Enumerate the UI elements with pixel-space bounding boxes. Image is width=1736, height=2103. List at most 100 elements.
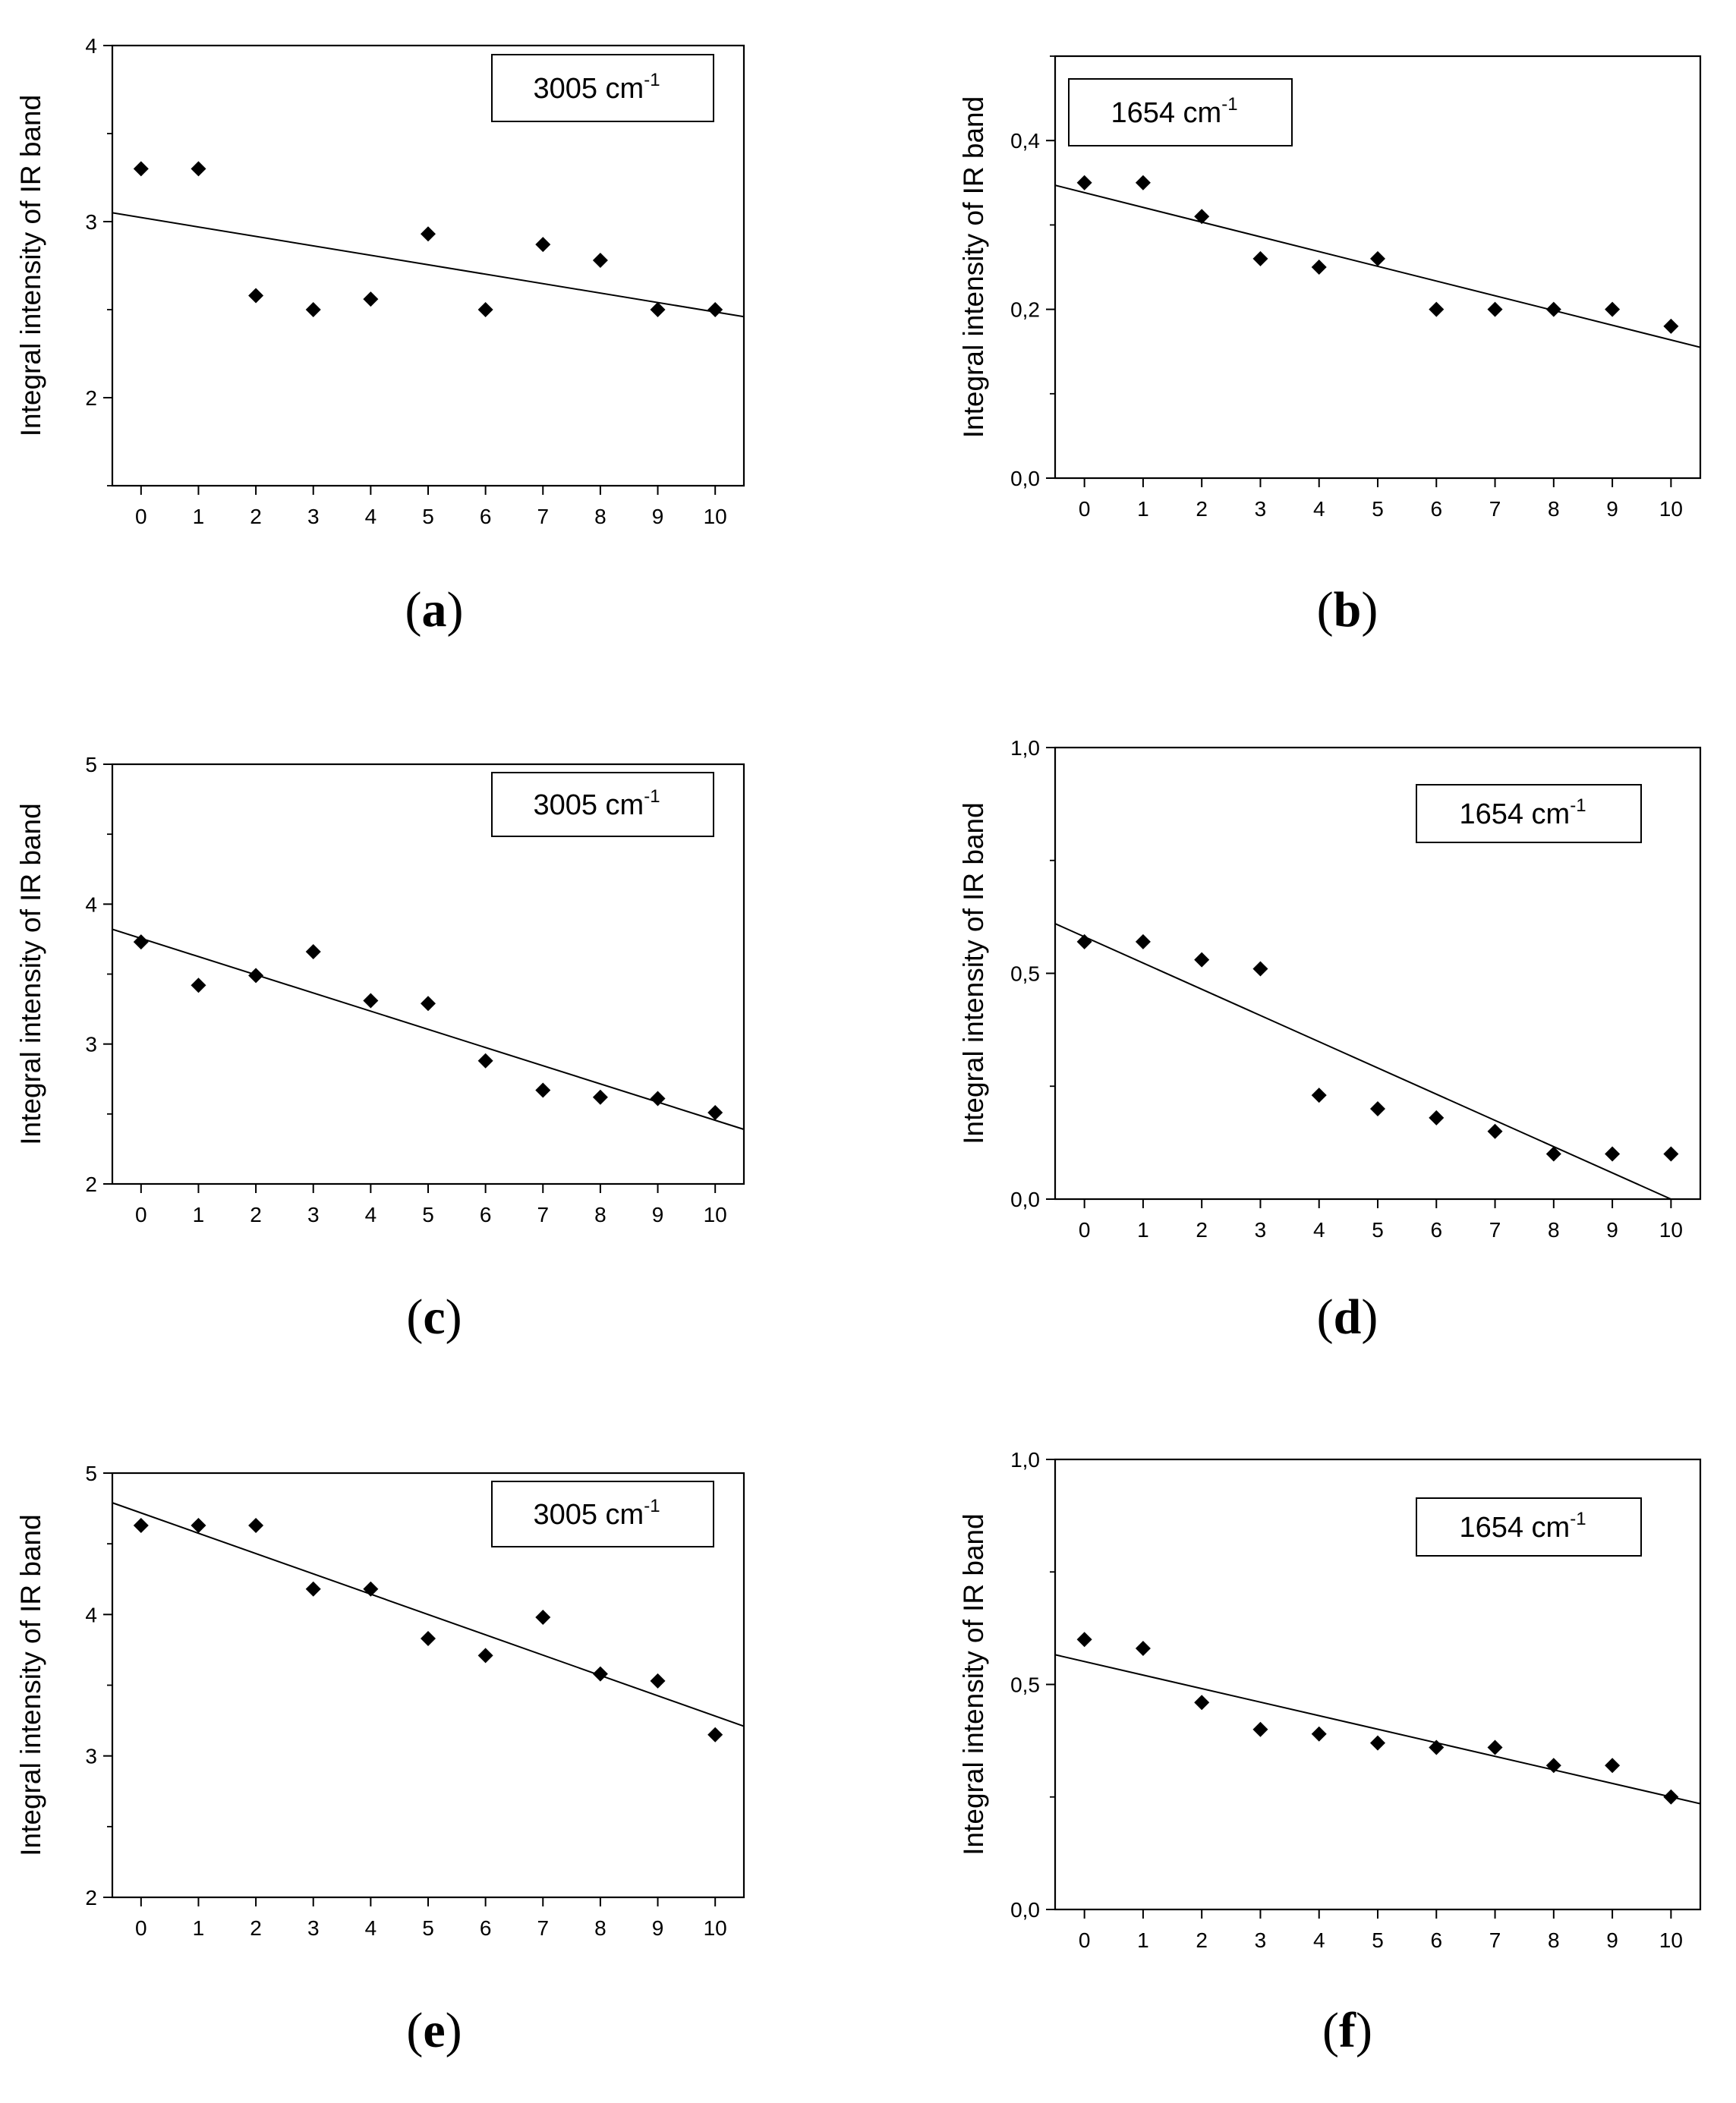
x-tick-label: 0 bbox=[1079, 497, 1091, 521]
data-point bbox=[363, 1581, 379, 1597]
panel-label: (f) bbox=[1322, 2003, 1372, 2058]
data-point bbox=[535, 237, 551, 253]
x-tick-label: 1 bbox=[1137, 1218, 1149, 1242]
fit-line bbox=[112, 928, 744, 1131]
y-tick-label: 4 bbox=[85, 1603, 97, 1626]
data-point bbox=[1429, 301, 1445, 317]
x-tick-label: 7 bbox=[1489, 1928, 1501, 1952]
x-tick-label: 5 bbox=[1372, 497, 1384, 521]
x-tick-label: 3 bbox=[1255, 1218, 1267, 1242]
fit-line bbox=[1055, 184, 1700, 348]
data-point bbox=[477, 1053, 493, 1069]
y-tick-label: 0,4 bbox=[1010, 129, 1040, 153]
legend-text: 3005 cm bbox=[533, 73, 644, 105]
x-tick-label: 5 bbox=[422, 1916, 434, 1940]
panel-label: (b) bbox=[1317, 582, 1378, 638]
chart-panel-2: 0 1 2 3 4 5 6 7 8 9 10 0,0 0,2 0,4 Integral intensity … bbox=[958, 55, 1702, 638]
x-tick-label: 3 bbox=[307, 1916, 320, 1940]
data-point bbox=[592, 253, 608, 269]
y-tick-label: 1,0 bbox=[1010, 1448, 1040, 1472]
data-point bbox=[1194, 952, 1210, 968]
data-point bbox=[363, 291, 379, 307]
data-point bbox=[707, 1104, 723, 1120]
data-point bbox=[1370, 1735, 1385, 1751]
data-point bbox=[650, 1673, 666, 1689]
data-point bbox=[191, 978, 206, 993]
chart-panel-6: 0 1 2 3 4 5 6 7 8 9 10 0,0 0,5 1,0 Integral intensity … bbox=[958, 1448, 1702, 2058]
x-tick-label: 4 bbox=[1313, 1928, 1325, 1952]
legend-superscript: -1 bbox=[644, 1496, 660, 1516]
data-point bbox=[592, 1089, 608, 1105]
y-tick-label: 2 bbox=[85, 1173, 97, 1196]
y-axis-label: Integral intensity of IR band bbox=[958, 1513, 989, 1855]
y-tick-label: 0,0 bbox=[1010, 1898, 1040, 1922]
data-point bbox=[535, 1610, 551, 1626]
legend-text: 1654 cm bbox=[1111, 97, 1221, 129]
x-tick-label: 1 bbox=[1137, 497, 1149, 521]
legend-text: 1654 cm bbox=[1459, 798, 1570, 830]
x-tick-label: 0 bbox=[135, 1203, 147, 1226]
data-point bbox=[133, 1517, 149, 1533]
x-tick-label: 10 bbox=[1659, 497, 1683, 521]
data-point bbox=[707, 1727, 723, 1743]
x-tick-label: 9 bbox=[652, 505, 664, 528]
y-tick-label: 5 bbox=[85, 753, 97, 776]
x-tick-label: 10 bbox=[704, 505, 727, 528]
panel-letter: f bbox=[1339, 2003, 1356, 2058]
panel-letter: b bbox=[1334, 582, 1362, 638]
x-tick-label: 3 bbox=[307, 1203, 320, 1226]
data-point bbox=[1545, 301, 1561, 317]
chart-panel-4: 0 1 2 3 4 5 6 7 8 9 10 0,0 0,5 1,0 Integral intensity … bbox=[958, 736, 1702, 1345]
data-point bbox=[1135, 175, 1151, 190]
fit-line bbox=[1055, 1654, 1700, 1805]
x-tick-label: 5 bbox=[422, 1203, 434, 1226]
data-point bbox=[305, 302, 321, 317]
x-tick-label: 2 bbox=[250, 505, 262, 528]
data-point bbox=[1663, 318, 1679, 334]
data-point bbox=[1545, 1758, 1561, 1774]
y-tick-label: 4 bbox=[85, 34, 97, 58]
legend-box: 3005 cm-1 bbox=[491, 1481, 714, 1547]
y-tick-label: 2 bbox=[85, 386, 97, 410]
data-point bbox=[191, 161, 206, 177]
panel-label: (a) bbox=[405, 582, 464, 638]
y-axis-label: Integral intensity of IR band bbox=[15, 1514, 46, 1856]
x-tick-label: 0 bbox=[1079, 1928, 1091, 1952]
data-point bbox=[421, 996, 436, 1012]
x-tick-label: 6 bbox=[480, 1203, 492, 1226]
y-tick-label: 5 bbox=[85, 1462, 97, 1485]
x-tick-label: 9 bbox=[1606, 1928, 1618, 1952]
data-point bbox=[1663, 1146, 1679, 1162]
fit-line bbox=[112, 1502, 744, 1727]
y-tick-label: 0,2 bbox=[1010, 298, 1040, 322]
x-tick-label: 0 bbox=[135, 505, 147, 528]
x-tick-label: 9 bbox=[1606, 1218, 1618, 1242]
y-tick-label: 0,5 bbox=[1010, 1673, 1040, 1697]
data-point bbox=[1545, 1146, 1561, 1162]
data-point bbox=[1311, 1726, 1327, 1742]
legend-frame bbox=[491, 1481, 714, 1547]
legend-superscript: -1 bbox=[1570, 1509, 1586, 1529]
chart-panel-1: 0 1 2 3 4 5 6 7 8 9 10 2 3 4 Integral intensity of IR … bbox=[15, 34, 745, 638]
x-tick-label: 2 bbox=[250, 1203, 262, 1226]
x-tick-label: 0 bbox=[1079, 1218, 1091, 1242]
data-point bbox=[1194, 209, 1210, 225]
data-point bbox=[1311, 260, 1327, 275]
panel-letter: d bbox=[1334, 1289, 1362, 1345]
y-tick-label: 0,0 bbox=[1010, 467, 1040, 490]
y-tick-label: 3 bbox=[85, 1745, 97, 1768]
data-point bbox=[1252, 250, 1268, 266]
data-point bbox=[592, 1666, 608, 1682]
panel-letter: e bbox=[423, 2003, 445, 2058]
data-point bbox=[1135, 933, 1151, 949]
panel-label: (d) bbox=[1317, 1289, 1378, 1345]
legend-frame bbox=[491, 54, 714, 122]
x-tick-label: 8 bbox=[594, 1203, 606, 1226]
x-tick-label: 4 bbox=[365, 1203, 377, 1226]
legend-superscript: -1 bbox=[1570, 795, 1586, 816]
data-point bbox=[1194, 1695, 1210, 1711]
x-tick-label: 10 bbox=[1659, 1218, 1683, 1242]
data-point bbox=[421, 226, 436, 242]
x-tick-label: 2 bbox=[1196, 1218, 1208, 1242]
x-tick-label: 3 bbox=[307, 505, 320, 528]
